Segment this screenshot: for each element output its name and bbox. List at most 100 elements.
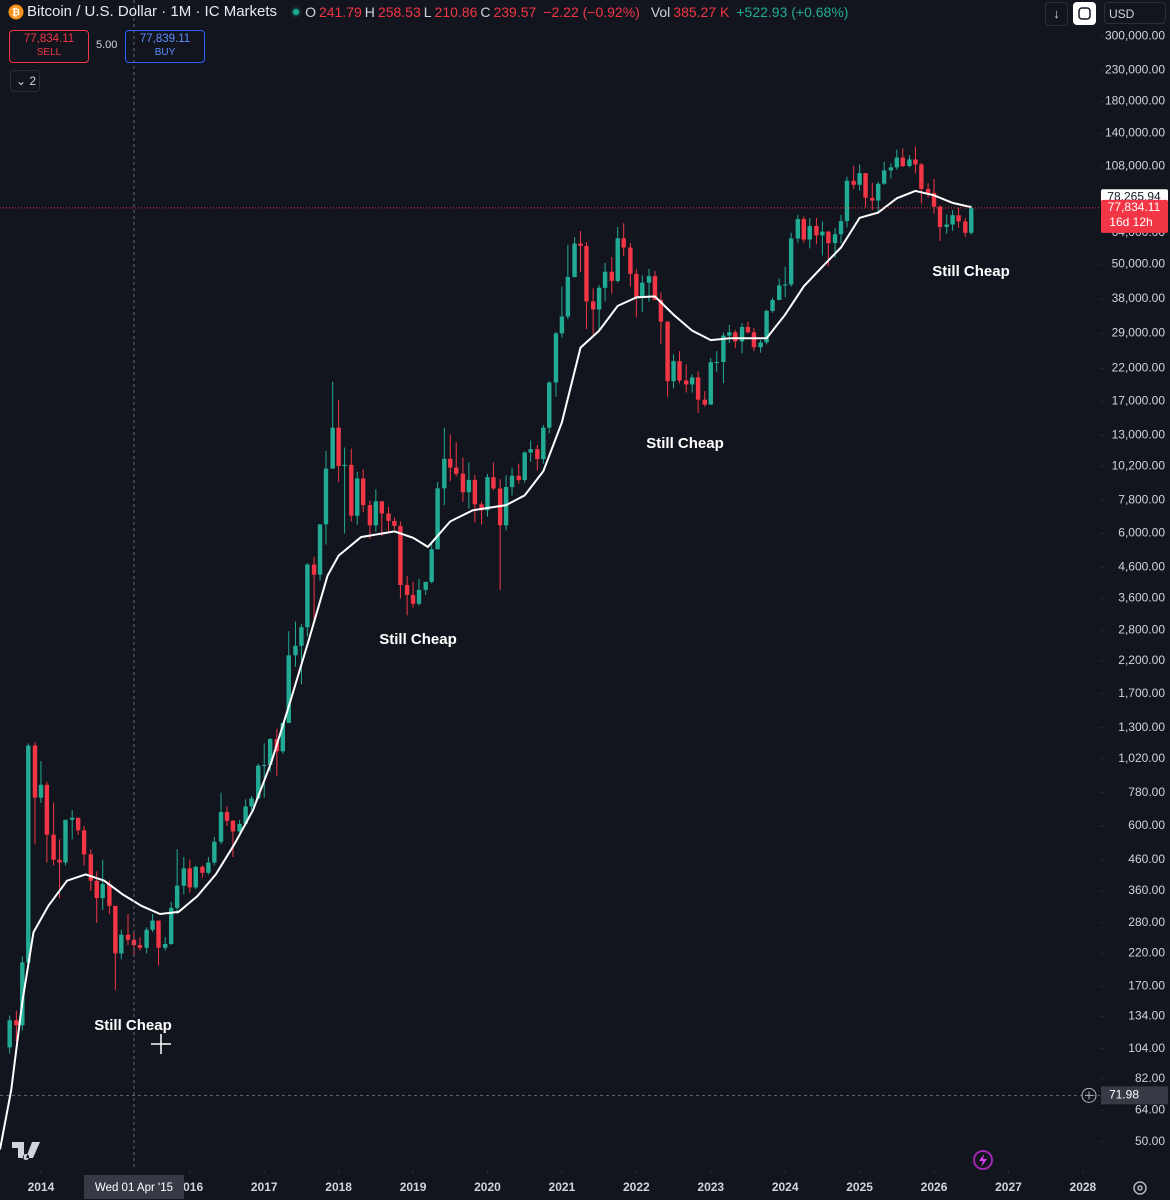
- candle-body: [69, 817, 75, 820]
- candle-body: [466, 479, 472, 493]
- candle-body: [63, 819, 68, 863]
- candle-body: [249, 798, 254, 807]
- candle-body: [596, 287, 602, 310]
- y-tick-label: 300,000.00: [1105, 29, 1165, 43]
- currency-select[interactable]: USD: [1104, 2, 1166, 24]
- ma-price-label: 78,265.94: [1107, 189, 1161, 203]
- crosshair-x-label: Wed 01 Apr '15: [95, 1182, 173, 1194]
- candle-body: [38, 784, 44, 798]
- add-alert-button: [1081, 1087, 1097, 1103]
- candle-body: [826, 231, 831, 244]
- candle-body: [516, 475, 521, 481]
- current-price-tag: [1101, 199, 1168, 233]
- close-label: C: [480, 3, 491, 20]
- annotation: Still Cheap: [94, 1017, 172, 1034]
- sell-button[interactable]: 77,834.11 SELL: [9, 30, 89, 63]
- candle-body: [770, 300, 775, 311]
- candle-body: [913, 159, 918, 165]
- candle-body: [187, 868, 192, 888]
- candle-body: [919, 164, 924, 189]
- candle-body: [373, 501, 379, 526]
- candle-body: [404, 585, 410, 595]
- change: −2.22 (−0.92%): [543, 3, 640, 20]
- buy-button[interactable]: 77,839.11 BUY: [125, 30, 205, 63]
- candle-body: [392, 521, 397, 526]
- candle-body: [88, 854, 93, 881]
- candle-body: [423, 581, 428, 590]
- candle-body: [820, 231, 825, 236]
- open-value: 241.79: [318, 3, 362, 20]
- indicator-toggle[interactable]: ⌄ 2: [10, 70, 40, 92]
- candle-body: [323, 468, 329, 525]
- candle-body: [963, 221, 968, 233]
- y-tick-label: 140,000.00: [1105, 126, 1165, 140]
- candle-body: [844, 180, 850, 222]
- candle-body: [528, 449, 533, 453]
- y-tick-label: 360.00: [1128, 883, 1165, 897]
- tradingview-logo: [12, 1142, 40, 1160]
- annotation: Still Cheap: [646, 435, 724, 452]
- symbol-header: ₿ Bitcoin / U.S. Dollar · 1M · IC Market…: [8, 3, 848, 20]
- x-tick-label: 2020: [474, 1180, 501, 1194]
- candle-body: [267, 739, 273, 765]
- candle-body: [677, 361, 682, 381]
- symbol-title[interactable]: Bitcoin / U.S. Dollar · 1M · IC Markets: [27, 3, 278, 20]
- candle-body: [900, 157, 905, 167]
- candle-body: [535, 449, 540, 460]
- annotation: Still Cheap: [932, 263, 1010, 280]
- sell-label: SELL: [36, 47, 62, 58]
- candle-body: [485, 477, 490, 511]
- crosshair-y-label: 71.98: [1109, 1088, 1139, 1102]
- candle-body: [658, 300, 664, 322]
- candle-body: [454, 467, 459, 474]
- download-button[interactable]: ↓: [1045, 2, 1068, 26]
- y-tick-label: 104.00: [1128, 1041, 1165, 1055]
- candle-body: [788, 238, 794, 285]
- candle-body: [925, 188, 931, 193]
- y-tick-label: 134.00: [1128, 1009, 1165, 1023]
- settings-button[interactable]: [1131, 1179, 1149, 1197]
- candle-body: [398, 525, 403, 585]
- candle-body: [311, 564, 317, 575]
- candle-body: [168, 907, 174, 944]
- x-tick-label: 2021: [549, 1180, 576, 1194]
- candle-body: [621, 238, 626, 248]
- candle-body: [14, 1020, 19, 1026]
- candle-body: [224, 811, 230, 821]
- y-tick-label: 2,800.00: [1118, 622, 1165, 636]
- y-tick-label: 1,300.00: [1118, 720, 1165, 734]
- candle-body: [777, 285, 782, 301]
- candle-body: [349, 464, 354, 516]
- candle-body: [81, 830, 87, 855]
- high-value: 258.53: [377, 3, 421, 20]
- y-tick-label: 29,000.00: [1112, 326, 1166, 340]
- current-price-label: 77,834.11: [1108, 200, 1161, 214]
- y-tick-label: 10,200.00: [1112, 458, 1166, 472]
- candle-body: [75, 817, 81, 831]
- candle-body: [262, 764, 267, 766]
- low-value: 210.86: [434, 3, 478, 20]
- candle-body: [94, 880, 99, 899]
- candle-body: [237, 823, 242, 832]
- screenshot-button[interactable]: [1073, 2, 1096, 25]
- y-tick-label: 280.00: [1128, 915, 1165, 929]
- candle-body: [782, 284, 788, 286]
- candle-body: [565, 276, 571, 317]
- candle-body: [460, 473, 466, 493]
- candle-body: [876, 183, 881, 201]
- candle-body: [44, 784, 50, 835]
- candle-body: [615, 238, 620, 281]
- assistant-icon[interactable]: [970, 1148, 996, 1172]
- candle-body: [745, 326, 751, 333]
- candle-body: [386, 513, 391, 522]
- candle-body: [628, 247, 633, 274]
- candle-body: [590, 301, 596, 310]
- sell-price: 77,834.11: [23, 33, 75, 45]
- candle-body: [578, 243, 583, 246]
- candle-body: [950, 215, 955, 225]
- volume-change: +522.93 (+0.68%): [736, 3, 849, 20]
- candle-body: [32, 745, 38, 798]
- y-tick-label: 7,800.00: [1118, 492, 1165, 506]
- x-tick-label: 2017: [251, 1180, 278, 1194]
- candle-body: [435, 488, 440, 550]
